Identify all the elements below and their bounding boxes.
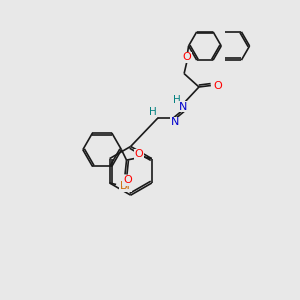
Text: O: O bbox=[213, 80, 222, 91]
Text: Br: Br bbox=[119, 181, 132, 191]
Text: H: H bbox=[173, 95, 181, 105]
Text: N: N bbox=[171, 117, 179, 127]
Text: N: N bbox=[179, 102, 188, 112]
Text: O: O bbox=[123, 175, 132, 185]
Text: O: O bbox=[183, 52, 191, 62]
Text: H: H bbox=[149, 107, 157, 117]
Text: O: O bbox=[135, 149, 143, 159]
